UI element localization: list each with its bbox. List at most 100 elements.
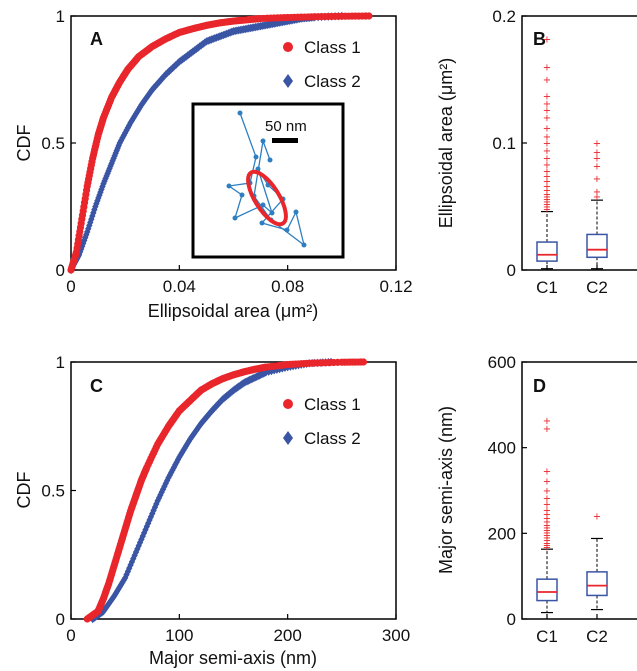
x-tick-label-c: 0 bbox=[66, 626, 75, 645]
outlier-d: + bbox=[543, 510, 551, 521]
panel-label-c: C bbox=[90, 376, 103, 396]
outlier-d: + bbox=[543, 543, 551, 554]
panel-a: A CDF Ellipsoidal area (μm²) 0 0.04 0.08 0.… bbox=[14, 7, 413, 321]
outlier-b: + bbox=[543, 199, 551, 210]
outlier-d: + bbox=[543, 540, 551, 551]
y-tick-label-a: 0.5 bbox=[41, 134, 65, 153]
outlier-d: + bbox=[593, 512, 601, 523]
boxes-b: ++++++++++++++++++++++++++++++++ bbox=[536, 34, 608, 270]
outlier-b: + bbox=[543, 197, 551, 208]
data-point-class2-a bbox=[117, 136, 125, 145]
panel-c: C CDF Major semi-axis (nm) 0 100 200 300 0 0.… bbox=[14, 353, 410, 668]
data-point-class2-c bbox=[132, 547, 140, 557]
category-label-d: C2 bbox=[586, 627, 608, 646]
data-point-class1-a bbox=[365, 12, 373, 20]
outlier-d: + bbox=[543, 517, 551, 528]
outlier-d: + bbox=[543, 424, 551, 435]
data-point-class2-c bbox=[127, 560, 134, 570]
y-tick-label-d: 400 bbox=[488, 439, 516, 458]
data-point-class2-c bbox=[155, 493, 163, 503]
data-point-class2-c bbox=[145, 519, 152, 528]
y-axis-label-b: Ellipsoidal area (μm²) bbox=[436, 58, 456, 228]
x-axis-label-a: Ellipsoidal area (μm²) bbox=[148, 301, 318, 321]
legend-label-class1-a: Class 1 bbox=[304, 38, 361, 57]
data-point-class2-c bbox=[131, 551, 138, 560]
outlier-b: + bbox=[593, 147, 601, 158]
data-point-class2-a bbox=[92, 202, 99, 211]
data-point-class2-c bbox=[262, 368, 270, 377]
boxes-d: ++++++++++++++++++++++ bbox=[536, 416, 608, 614]
data-point-class2-a bbox=[99, 182, 106, 191]
outlier-b: + bbox=[543, 34, 551, 45]
outlier-b: + bbox=[593, 139, 601, 150]
trajectory-point bbox=[267, 157, 273, 163]
data-point-class2-a bbox=[116, 138, 123, 148]
outlier-b: + bbox=[543, 192, 551, 203]
outlier-b: + bbox=[543, 123, 551, 134]
trajectory-point bbox=[301, 242, 307, 248]
series-a bbox=[67, 11, 373, 275]
trajectory-point bbox=[226, 183, 232, 189]
y-axis-label-a: CDF bbox=[14, 125, 34, 162]
outlier-d: + bbox=[543, 538, 551, 549]
ticks-c: 0 100 200 300 0 0.5 1 bbox=[41, 353, 410, 645]
data-point-class2-c bbox=[123, 570, 130, 579]
outlier-d: + bbox=[543, 525, 551, 536]
fitted-ellipse bbox=[246, 169, 288, 227]
legend-a: Class 1 Class 2 bbox=[283, 38, 361, 91]
y-tick-label-c: 1 bbox=[56, 353, 65, 372]
outlier-b: + bbox=[543, 105, 551, 116]
scalebar-label: 50 nm bbox=[265, 118, 307, 135]
outlier-b: + bbox=[543, 113, 551, 124]
data-point-class2-a bbox=[81, 236, 88, 245]
outlier-b: + bbox=[543, 189, 551, 200]
data-point-class2-c bbox=[143, 522, 150, 531]
category-label-b: C2 bbox=[586, 278, 608, 297]
outlier-b: + bbox=[543, 75, 551, 86]
legend-label-class2-c: Class 2 bbox=[304, 429, 361, 448]
x-tick-label-a: 0.12 bbox=[379, 277, 412, 296]
outlier-b: + bbox=[543, 99, 551, 110]
y-tick-label-d: 600 bbox=[488, 353, 516, 372]
data-point-class2-a bbox=[94, 196, 101, 205]
panel-label-a: A bbox=[90, 29, 103, 49]
y-axis-label-c: CDF bbox=[14, 472, 34, 509]
y-tick-label-c: 0.5 bbox=[41, 482, 65, 501]
legend-marker-class2-a bbox=[283, 74, 293, 88]
legend-c: Class 1 Class 2 bbox=[283, 395, 361, 448]
data-point-class2-c bbox=[146, 515, 153, 525]
box-b bbox=[536, 241, 558, 262]
trajectory-point bbox=[293, 209, 299, 215]
outlier-d: + bbox=[543, 500, 551, 511]
outlier-d: + bbox=[543, 513, 551, 524]
outlier-d: + bbox=[543, 477, 551, 488]
ticks-b: 0 0.1 0.2 C1 C2 bbox=[492, 7, 608, 297]
panel-label-d: D bbox=[533, 376, 546, 396]
plot-frame-b bbox=[521, 15, 637, 271]
outlier-d: + bbox=[543, 486, 551, 497]
outlier-b: + bbox=[543, 185, 551, 196]
y-tick-label-d: 0 bbox=[507, 610, 516, 629]
x-tick-label-a: 0.08 bbox=[271, 277, 304, 296]
panel-b: B Ellipsoidal area (μm²) 00.10.2C1 C2 +++… bbox=[436, 7, 637, 297]
scalebar bbox=[272, 138, 298, 143]
outlier-b: + bbox=[593, 154, 601, 165]
trajectory-point bbox=[253, 154, 259, 160]
x-tick-label-c: 100 bbox=[165, 626, 193, 645]
data-point-class2-c bbox=[124, 567, 132, 576]
outlier-d: + bbox=[543, 505, 551, 516]
x-axis-label-c: Major semi-axis (nm) bbox=[149, 648, 317, 668]
data-point-class2-a bbox=[123, 126, 130, 135]
outlier-d: + bbox=[543, 494, 551, 505]
y-axis-label-d: Major semi-axis (nm) bbox=[436, 406, 456, 574]
trajectory-point bbox=[239, 192, 245, 198]
y-tick-label-a: 1 bbox=[56, 7, 65, 26]
data-point-class2-c bbox=[163, 476, 171, 485]
outlier-d: + bbox=[543, 416, 551, 427]
inset-trajectory: 50 nm bbox=[191, 102, 345, 259]
outlier-b: + bbox=[543, 166, 551, 177]
y-tick-label-b: 0.2 bbox=[492, 7, 516, 26]
y-tick-label-b: 0 bbox=[507, 261, 516, 280]
outlier-b: + bbox=[593, 161, 601, 172]
